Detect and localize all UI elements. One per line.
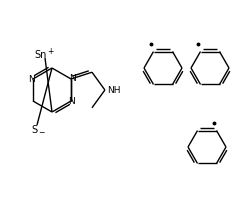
Text: S: S (31, 125, 37, 135)
Text: N: N (28, 74, 35, 84)
Text: Sn: Sn (35, 50, 47, 60)
Text: +: + (47, 46, 53, 56)
Text: N: N (69, 73, 75, 83)
Text: −: − (38, 128, 44, 138)
Text: N: N (68, 97, 74, 106)
Text: NH: NH (107, 85, 120, 95)
